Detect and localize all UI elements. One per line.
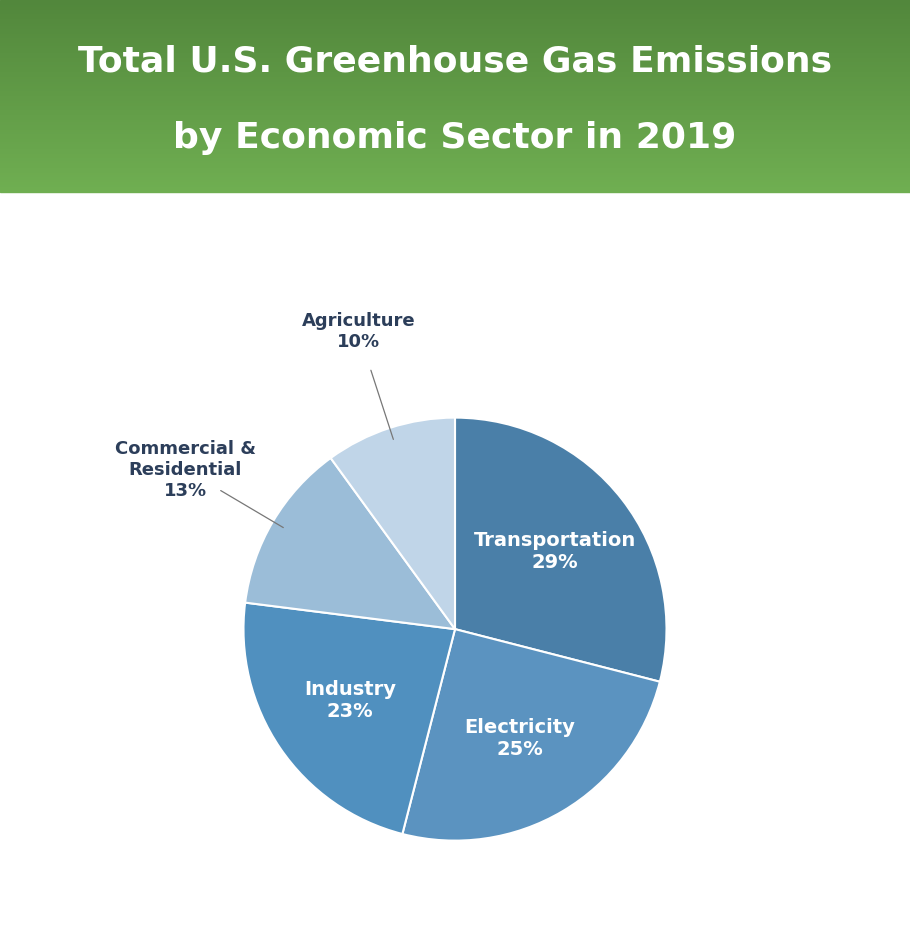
Bar <box>0 63 910 65</box>
Bar <box>0 146 910 149</box>
Bar <box>0 17 910 19</box>
Text: Electricity
25%: Electricity 25% <box>464 718 575 759</box>
Bar <box>0 38 910 41</box>
Bar <box>0 74 910 77</box>
Bar <box>0 36 910 38</box>
Bar <box>0 80 910 81</box>
Bar <box>0 163 910 166</box>
Bar <box>0 166 910 168</box>
Bar <box>0 115 910 118</box>
Bar <box>0 168 910 170</box>
Bar <box>0 187 910 189</box>
Bar <box>0 156 910 158</box>
Bar <box>0 5 910 7</box>
Text: Total U.S. Greenhouse Gas Emissions: Total U.S. Greenhouse Gas Emissions <box>78 44 832 79</box>
Bar <box>0 123 910 124</box>
Bar <box>0 14 910 17</box>
Bar <box>0 124 910 127</box>
Bar <box>0 129 910 132</box>
Bar <box>0 19 910 22</box>
Bar <box>0 69 910 72</box>
Bar <box>0 151 910 154</box>
Bar <box>0 72 910 74</box>
Bar <box>0 101 910 103</box>
Bar <box>0 118 910 120</box>
Bar <box>0 55 910 57</box>
Bar <box>0 60 910 63</box>
Wedge shape <box>402 629 660 841</box>
Bar <box>0 139 910 141</box>
Bar <box>0 9 910 12</box>
Wedge shape <box>330 417 455 629</box>
Bar <box>0 137 910 139</box>
Bar <box>0 141 910 144</box>
Bar <box>0 134 910 137</box>
Bar <box>0 51 910 52</box>
Bar <box>0 29 910 31</box>
Bar <box>0 12 910 14</box>
Text: Industry
23%: Industry 23% <box>304 680 396 721</box>
Bar <box>0 108 910 110</box>
Bar <box>0 81 910 84</box>
Bar <box>0 46 910 48</box>
Bar <box>0 31 910 34</box>
Bar <box>0 65 910 67</box>
Bar <box>0 89 910 91</box>
Wedge shape <box>245 458 455 629</box>
Bar <box>0 106 910 108</box>
Bar <box>0 154 910 156</box>
Bar <box>0 180 910 183</box>
Bar <box>0 161 910 163</box>
Bar <box>0 3 910 5</box>
Text: by Economic Sector in 2019: by Economic Sector in 2019 <box>173 121 737 155</box>
Bar <box>0 0 910 3</box>
Bar <box>0 43 910 46</box>
Bar <box>0 57 910 60</box>
Bar <box>0 149 910 151</box>
Bar <box>0 52 910 55</box>
Bar <box>0 24 910 26</box>
Text: Agriculture
10%: Agriculture 10% <box>301 312 415 351</box>
Bar <box>0 120 910 123</box>
Bar <box>0 94 910 95</box>
Bar <box>0 110 910 112</box>
Bar <box>0 98 910 101</box>
Text: Commercial &
Residential
13%: Commercial & Residential 13% <box>115 440 256 500</box>
Bar <box>0 132 910 134</box>
Bar <box>0 103 910 106</box>
Bar <box>0 175 910 178</box>
Bar <box>0 127 910 129</box>
Bar <box>0 84 910 86</box>
Bar <box>0 95 910 98</box>
Bar <box>0 91 910 94</box>
Bar <box>0 41 910 43</box>
Bar <box>0 184 910 187</box>
Bar <box>0 144 910 146</box>
Wedge shape <box>455 417 666 681</box>
Bar <box>0 158 910 161</box>
Bar <box>0 86 910 89</box>
Bar <box>0 112 910 115</box>
Bar <box>0 189 910 192</box>
Wedge shape <box>244 603 455 834</box>
Bar <box>0 170 910 172</box>
Bar <box>0 7 910 9</box>
Bar <box>0 48 910 51</box>
Bar <box>0 183 910 184</box>
Bar <box>0 77 910 80</box>
Bar <box>0 172 910 175</box>
Bar <box>0 178 910 180</box>
Text: Transportation
29%: Transportation 29% <box>474 531 636 572</box>
Bar <box>0 26 910 29</box>
Bar <box>0 22 910 24</box>
Bar <box>0 67 910 69</box>
Bar <box>0 34 910 36</box>
